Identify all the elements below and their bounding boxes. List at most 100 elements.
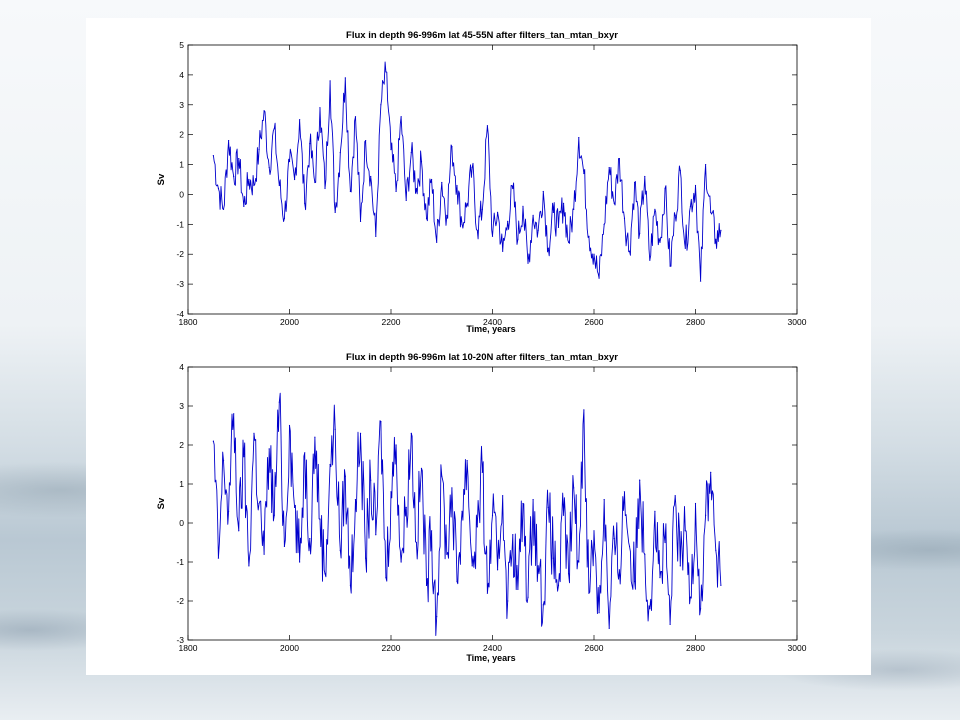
chart-top-data-point	[446, 214, 448, 216]
chart-bottom-ylabel: Sv	[156, 497, 167, 509]
chart-top-data-point	[608, 166, 610, 169]
chart-top-xtick-label: 2200	[382, 317, 401, 327]
chart-top-data-point	[583, 172, 585, 175]
chart-top-data-point	[273, 128, 275, 130]
chart-bottom-data-point	[217, 557, 220, 559]
chart-top-data-point	[370, 175, 372, 178]
chart-top-data-point	[268, 166, 270, 169]
chart-bottom-data-point	[628, 545, 631, 548]
chart-bottom-data-point	[420, 467, 423, 469]
chart-bottom-data-point	[583, 409, 585, 411]
chart-bottom-data-point	[273, 514, 275, 516]
chart-top-xtick-label: 2000	[280, 317, 299, 327]
chart-top-data-point	[451, 146, 453, 148]
chart-bottom-data-point	[222, 460, 225, 462]
chart-bottom-data-point	[552, 557, 554, 559]
figure-panel: Flux in depth 96-996m lat 45-55N after f…	[86, 18, 871, 675]
chart-top-data-point	[400, 116, 402, 118]
chart-top-data-point	[674, 214, 676, 216]
chart-top-data-point	[593, 253, 595, 255]
chart-top-data-point	[228, 140, 230, 142]
chart-top-xtick-label: 2600	[585, 317, 604, 327]
figure-svg: Flux in depth 96-996m lat 45-55N after f…	[156, 30, 807, 663]
chart-top-data-point	[395, 190, 397, 193]
chart-top-data-point	[471, 166, 473, 169]
chart-bottom-data-point	[527, 596, 529, 598]
chart-bottom-data-point	[537, 565, 539, 567]
chart-bottom-xtick-label: 2600	[585, 643, 604, 653]
chart-top-ytick-label: 2	[179, 130, 184, 140]
chart-bottom-data-point	[573, 487, 575, 489]
chart-top-data-point	[217, 187, 220, 190]
chart-bottom-data-point	[370, 479, 372, 481]
chart-bottom-data-point	[283, 545, 286, 548]
chart-top-data-point	[415, 187, 417, 190]
chart-bottom-data-point	[253, 432, 255, 434]
chart-top-data-point	[552, 211, 554, 213]
chart-bottom-data-point	[258, 502, 260, 505]
chart-top-data-point	[664, 187, 666, 190]
chart-top-data-point	[659, 241, 661, 243]
chart-bottom-data-point	[309, 538, 311, 540]
chart-bottom-data-point	[243, 456, 245, 458]
chart-top-data-point	[562, 202, 565, 205]
chart-bottom-xlabel: Time, years	[466, 653, 515, 663]
chart-bottom-data-point	[674, 495, 676, 497]
chart-top-data-point	[293, 178, 296, 181]
chart-bottom-data-point	[557, 584, 560, 587]
chart-bottom-data-point	[568, 573, 570, 575]
chart-top-xtick-label: 2400	[483, 317, 502, 327]
chart-bottom-xtick-label: 2400	[483, 643, 502, 653]
chart-top-ytick-label: 4	[179, 70, 184, 80]
chart-top-data-point	[578, 137, 580, 139]
chart-bottom-data-point	[344, 475, 346, 477]
chart-top-data-point	[502, 250, 504, 252]
chart-bottom-data-point	[288, 424, 291, 427]
chart-top-data-point	[618, 157, 620, 160]
chart-top-data-point	[644, 175, 646, 178]
chart-top-data-point	[476, 229, 478, 231]
chart-bottom-data-point	[613, 538, 615, 540]
chart-bottom-data-point	[608, 627, 610, 629]
chart-bottom-data-point	[522, 502, 524, 505]
chart-top-data-point	[705, 163, 707, 166]
chart-top-data-point	[537, 229, 539, 231]
chart-bottom-data-point	[481, 471, 483, 473]
chart-bottom-series-line	[212, 392, 722, 636]
chart-top-data-point	[248, 178, 250, 181]
chart-top: Flux in depth 96-996m lat 45-55N after f…	[156, 30, 807, 334]
chart-bottom-data-point	[517, 588, 519, 590]
chart-bottom-data-point	[365, 557, 367, 559]
chart-top-data-point	[649, 259, 651, 261]
chart-top-ytick-label: -1	[176, 219, 184, 229]
chart-top-data-point	[573, 208, 575, 210]
chart-bottom-data-point	[634, 580, 636, 583]
chart-bottom-data-point	[618, 569, 620, 571]
chart-bottom-data-point	[456, 580, 458, 583]
chart-top-ytick-label: 3	[179, 100, 184, 110]
chart-top-data-point	[456, 184, 458, 187]
chart-top-data-point	[486, 125, 489, 127]
chart-top-data-point	[547, 247, 549, 249]
chart-bottom-ytick-label: 2	[179, 440, 184, 450]
chart-bottom-data-point	[446, 553, 448, 555]
chart-bottom-data-point	[476, 526, 478, 528]
chart-bottom-data-point	[415, 541, 417, 544]
chart-bottom-data-point	[238, 530, 240, 532]
chart-bottom-data-point	[390, 491, 392, 493]
chart-top-ytick-label: 5	[179, 40, 184, 50]
chart-bottom-data-point	[466, 460, 468, 462]
chart-top-data-point	[365, 140, 367, 142]
chart-bottom-data-point	[654, 510, 656, 512]
chart-top-data-point	[689, 205, 692, 207]
chart-bottom-data-point	[699, 608, 702, 610]
chart-bottom-data-point	[263, 553, 265, 555]
chart-top-data-point	[324, 187, 326, 190]
chart-bottom-data-point	[324, 573, 326, 575]
chart-top-data-point	[238, 157, 240, 160]
chart-top-data-point	[507, 220, 509, 222]
chart-top-data-point	[654, 208, 656, 210]
chart-bottom-data-point	[304, 452, 306, 454]
chart-top-data-point	[684, 247, 686, 249]
chart-bottom-data-point	[496, 569, 499, 571]
